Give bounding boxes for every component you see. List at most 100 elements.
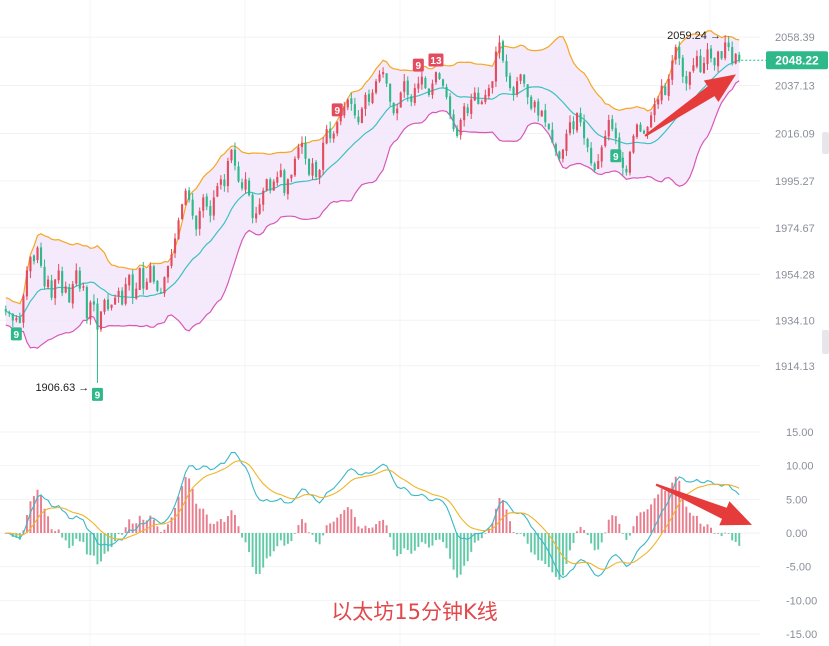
macd-histogram-bar — [484, 533, 487, 534]
td-marker: 9 — [91, 387, 103, 401]
candle-body — [364, 94, 367, 109]
macd-histogram-bar — [57, 529, 60, 533]
macd-histogram-bar — [195, 503, 198, 533]
candle-body — [713, 57, 716, 66]
bollinger-bands — [5, 30, 740, 349]
low-price-label: 1906.63 → — [35, 382, 89, 394]
candle-body — [47, 279, 50, 288]
candle-body — [604, 135, 607, 147]
candle-body — [138, 268, 141, 290]
candle-body — [32, 255, 36, 262]
candle-body — [389, 83, 392, 102]
macd-histogram-bar — [336, 517, 339, 533]
macd-histogram-bar — [435, 533, 437, 541]
macd-histogram-bar — [308, 532, 310, 534]
candle-body — [181, 204, 184, 220]
macd-histogram-bar — [11, 533, 14, 537]
macd-dif-line — [5, 451, 740, 579]
candle-body — [590, 147, 593, 164]
candle-body — [304, 143, 307, 159]
candle-body — [350, 98, 353, 105]
candle-body — [445, 86, 448, 98]
macd-histogram-bar — [103, 533, 106, 554]
current-price-label: 2048.22 — [775, 54, 819, 68]
candle-body — [114, 297, 117, 305]
macd-histogram-bar — [558, 533, 561, 580]
candle-body — [530, 96, 533, 109]
candle-body — [660, 85, 663, 101]
candle-body — [177, 220, 180, 240]
candle-body — [399, 92, 402, 108]
candle-body — [106, 299, 110, 310]
candle-body — [427, 88, 430, 95]
macd-histogram-bar — [628, 533, 631, 536]
macd-histogram-bar — [664, 490, 667, 533]
candle-body — [360, 108, 363, 123]
macd-histogram-bar — [417, 533, 420, 547]
macd-histogram-bar — [692, 515, 695, 533]
candle-body — [632, 135, 635, 153]
candle-body — [290, 174, 293, 179]
macd-tick-label: 15.00 — [786, 427, 814, 439]
candle-body — [374, 81, 378, 93]
candle-body — [494, 51, 497, 82]
candle-body — [191, 199, 194, 216]
candle-body — [586, 138, 589, 148]
candle-body — [22, 295, 25, 323]
td-sequential-markers: 9 9 9 9 13 9 — [10, 53, 622, 401]
macd-histogram-bar — [293, 533, 296, 534]
candle-body — [230, 149, 233, 161]
macd-histogram-bar — [653, 498, 656, 533]
macd-histogram-bar — [301, 519, 303, 533]
candle-body — [353, 104, 356, 116]
candle-body — [339, 115, 342, 122]
candle-body — [431, 83, 434, 95]
candle-body — [4, 309, 7, 312]
macd-histogram-bar — [360, 528, 363, 533]
candle-body — [441, 79, 445, 86]
candle-body — [128, 274, 131, 286]
candle-body — [332, 133, 335, 139]
candle-body — [57, 270, 60, 281]
macd-tick-label: -5.00 — [786, 562, 811, 574]
candle-body — [692, 65, 695, 71]
macd-histogram-bar — [209, 523, 212, 533]
macd-histogram-bar — [124, 527, 127, 533]
candle-body — [561, 149, 564, 159]
candle-body — [657, 99, 660, 105]
candle-body — [367, 94, 371, 102]
macd-histogram-bar — [727, 533, 730, 534]
macd-histogram-bar — [487, 528, 490, 533]
candle-body — [575, 113, 579, 131]
macd-histogram-bar — [78, 533, 81, 542]
macd-histogram-bar — [18, 533, 21, 540]
macd-down-arrow — [655, 483, 752, 526]
macd-histogram-bar — [396, 533, 399, 557]
candle-body — [738, 54, 741, 61]
candle-body — [219, 179, 222, 185]
candle-body — [11, 313, 14, 321]
macd-histogram-bar — [85, 533, 88, 555]
macd-histogram-bar — [438, 533, 441, 540]
candle-body — [646, 126, 649, 135]
macd-histogram-bar — [516, 533, 519, 535]
macd-histogram-bar — [569, 533, 571, 551]
candle-body — [68, 287, 71, 303]
macd-histogram-bar — [643, 511, 645, 533]
td-marker-box — [331, 103, 343, 117]
candle-body — [92, 301, 95, 305]
macd-histogram-bar — [491, 522, 494, 533]
macd-histogram-bar — [533, 533, 536, 555]
candle-body — [452, 114, 455, 130]
price-tick-label: 1934.10 — [775, 315, 815, 327]
scroll-handle-bottom — [822, 330, 829, 354]
candle-body — [343, 106, 346, 116]
macd-histogram-bar — [283, 533, 286, 546]
candle-body — [688, 72, 691, 85]
candle-body — [325, 129, 328, 144]
macd-histogram-bar — [597, 533, 600, 550]
candle-body — [572, 121, 575, 130]
macd-histogram-bar — [219, 519, 222, 533]
candle-body — [695, 56, 698, 67]
macd-histogram-bar — [22, 530, 25, 533]
